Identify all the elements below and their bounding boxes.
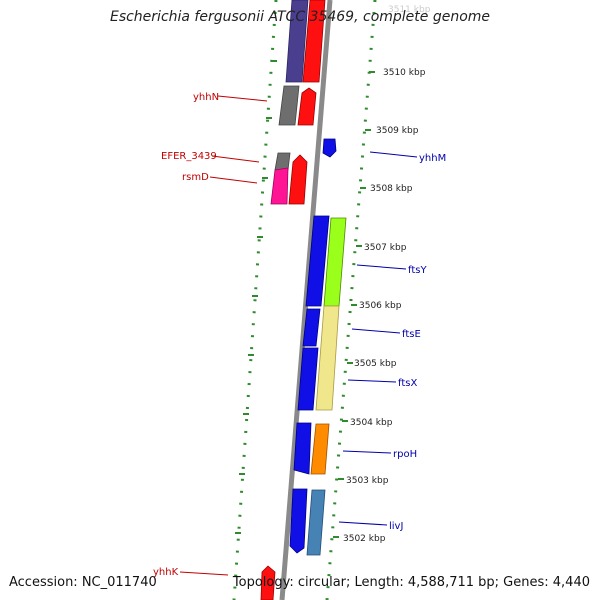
outer-dotted-ring bbox=[325, 0, 377, 600]
gene-block[interactable] bbox=[293, 422, 312, 475]
inner-dotted-ring bbox=[232, 0, 278, 600]
gene-block[interactable] bbox=[278, 85, 300, 126]
left-label-leaders bbox=[179, 95, 268, 576]
genes-reverse-lane bbox=[270, 0, 330, 554]
gene-label-ftsY[interactable]: ftsY bbox=[408, 265, 427, 276]
gene-label-livJ[interactable]: livJ bbox=[389, 521, 403, 532]
gene-block[interactable] bbox=[270, 167, 289, 205]
tick-label: 3502 kbp bbox=[343, 534, 386, 544]
tick-label: 3503 kbp bbox=[346, 476, 389, 486]
gene-block[interactable] bbox=[297, 87, 317, 126]
gene-block[interactable] bbox=[315, 305, 340, 411]
gene-block[interactable] bbox=[302, 308, 321, 347]
accession-label: Accession: NC_011740 bbox=[9, 575, 157, 590]
gene-block[interactable] bbox=[289, 488, 308, 554]
backbone bbox=[277, 0, 335, 600]
gene-block[interactable] bbox=[310, 423, 330, 475]
tick-label: 3504 kbp bbox=[350, 418, 393, 428]
gene-label-rsmD[interactable]: rsmD bbox=[182, 172, 209, 183]
gene-block[interactable] bbox=[288, 154, 308, 205]
gene-block[interactable] bbox=[274, 152, 291, 171]
tick-label: 3506 kbp bbox=[359, 301, 402, 311]
gene-block[interactable] bbox=[260, 565, 276, 600]
tick-label: 3509 kbp bbox=[376, 126, 419, 136]
gene-label-yhhM[interactable]: yhhM bbox=[419, 153, 446, 164]
topology-label: Topology: circular; Length: 4,588,711 bp… bbox=[232, 575, 590, 590]
tick-label: 3505 kbp bbox=[354, 359, 397, 369]
right-label-leaders bbox=[338, 151, 418, 526]
gene-label-rpoH[interactable]: rpoH bbox=[393, 449, 417, 460]
gene-block[interactable] bbox=[297, 347, 319, 411]
gene-block[interactable] bbox=[322, 138, 337, 158]
gene-label-yhhK[interactable]: yhhK bbox=[153, 567, 179, 578]
tick-label: 3511 kbp bbox=[388, 5, 431, 15]
tick-label: 3510 kbp bbox=[383, 68, 426, 78]
gene-block[interactable] bbox=[285, 0, 309, 83]
gene-label-ftsX[interactable]: ftsX bbox=[398, 378, 417, 389]
genome-title: Escherichia fergusonii ATCC 35469, compl… bbox=[109, 9, 491, 25]
gene-block[interactable] bbox=[305, 215, 330, 307]
tick-label: 3507 kbp bbox=[364, 243, 407, 253]
gene-block[interactable] bbox=[302, 0, 326, 83]
gene-label-EFER_3439[interactable]: EFER_3439 bbox=[161, 151, 217, 162]
tick-label: 3508 kbp bbox=[370, 184, 413, 194]
outer-ring-ticks bbox=[333, 71, 375, 538]
gene-label-ftsE[interactable]: ftsE bbox=[402, 329, 421, 340]
gene-block[interactable] bbox=[306, 489, 326, 556]
genes-forward-lane bbox=[260, 0, 347, 600]
gene-label-yhhN[interactable]: yhhN bbox=[193, 92, 219, 103]
